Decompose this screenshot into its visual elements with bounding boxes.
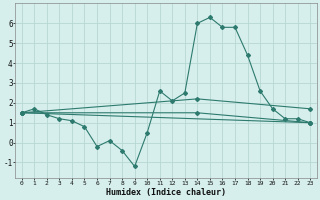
X-axis label: Humidex (Indice chaleur): Humidex (Indice chaleur)	[106, 188, 226, 197]
